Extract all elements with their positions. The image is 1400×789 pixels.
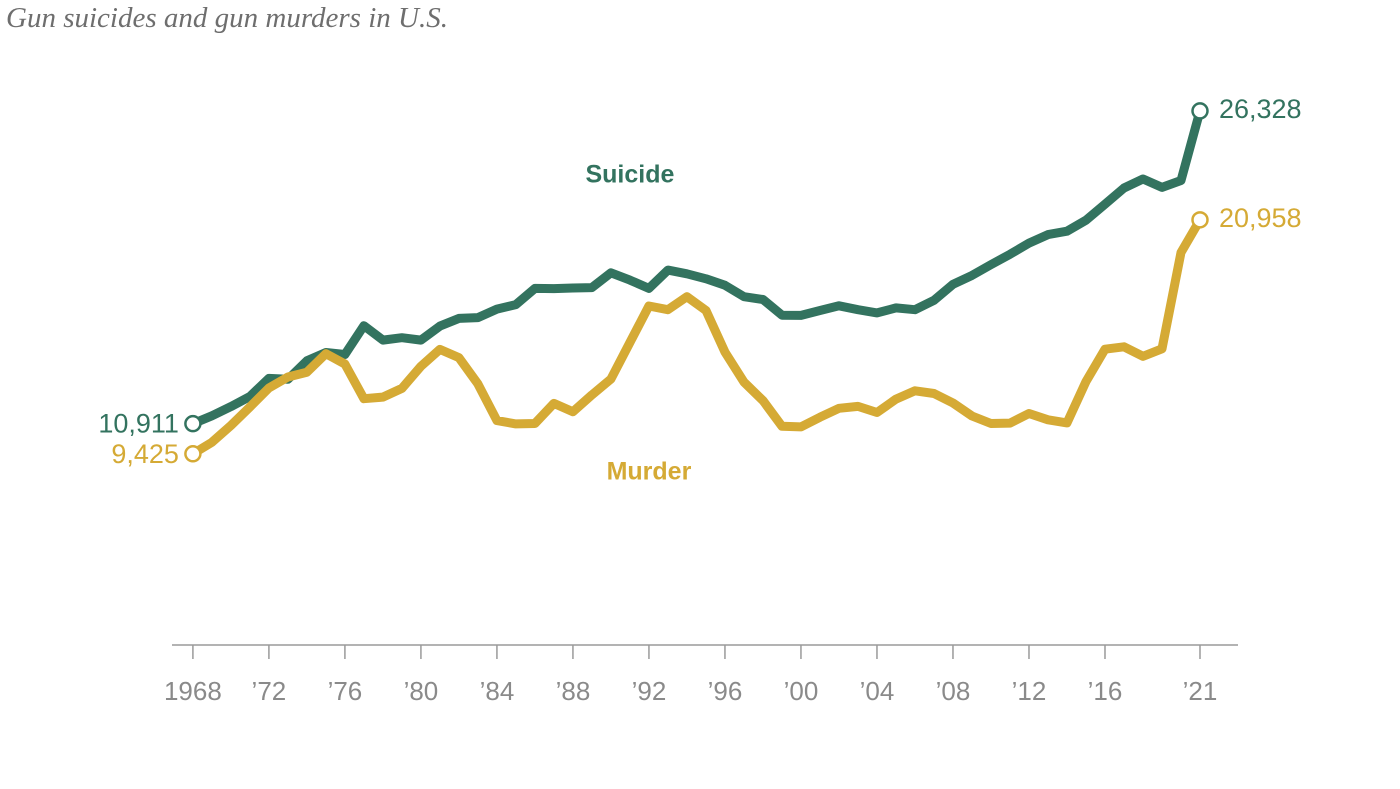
x-tick-label: ’84 — [480, 676, 515, 706]
label-layer: 10,911 26,328 Suicide 9,425 20,958 Murder — [98, 94, 1301, 486]
end-value-label: 20,958 — [1219, 203, 1302, 233]
x-axis: 1968 ’72 ’76 ’80 ’84 ’88 ’92 ’96 ’00 ’04 ’08 ’12 ’16… — [164, 644, 1238, 706]
x-tick-label: ’72 — [252, 676, 287, 706]
x-tick-label: ’08 — [936, 676, 971, 706]
chart-title: Gun suicides and gun murders in U.S. — [6, 2, 448, 34]
end-point-marker — [1191, 102, 1209, 120]
x-tick-label: ’96 — [708, 676, 743, 706]
x-tick-label: ’92 — [632, 676, 667, 706]
start-point-marker — [184, 414, 202, 433]
x-tick-label: ’21 — [1183, 676, 1218, 706]
start-value-label: 9,425 — [111, 439, 179, 469]
start-value-label: 10,911 — [98, 409, 179, 439]
x-tick-label: ’76 — [328, 676, 363, 706]
series-layer — [190, 109, 1205, 458]
x-tick-label: 1968 — [164, 676, 222, 706]
series-name-suicide: Suicide — [585, 160, 674, 188]
x-tick-label: ’16 — [1088, 676, 1123, 706]
x-tick-label: ’88 — [556, 676, 591, 706]
x-tick-label: ’80 — [404, 676, 439, 706]
start-point-marker — [184, 445, 202, 463]
series-line-suicide — [191, 109, 1205, 428]
x-tick-label: ’12 — [1012, 676, 1047, 706]
series-name-murder: Murder — [607, 458, 692, 486]
x-tick-label: ’04 — [860, 676, 895, 706]
end-value-label: 26,328 — [1219, 94, 1302, 124]
end-point-marker — [1191, 211, 1209, 229]
series-line-murder — [190, 217, 1204, 458]
x-tick-label: ’00 — [784, 676, 819, 706]
